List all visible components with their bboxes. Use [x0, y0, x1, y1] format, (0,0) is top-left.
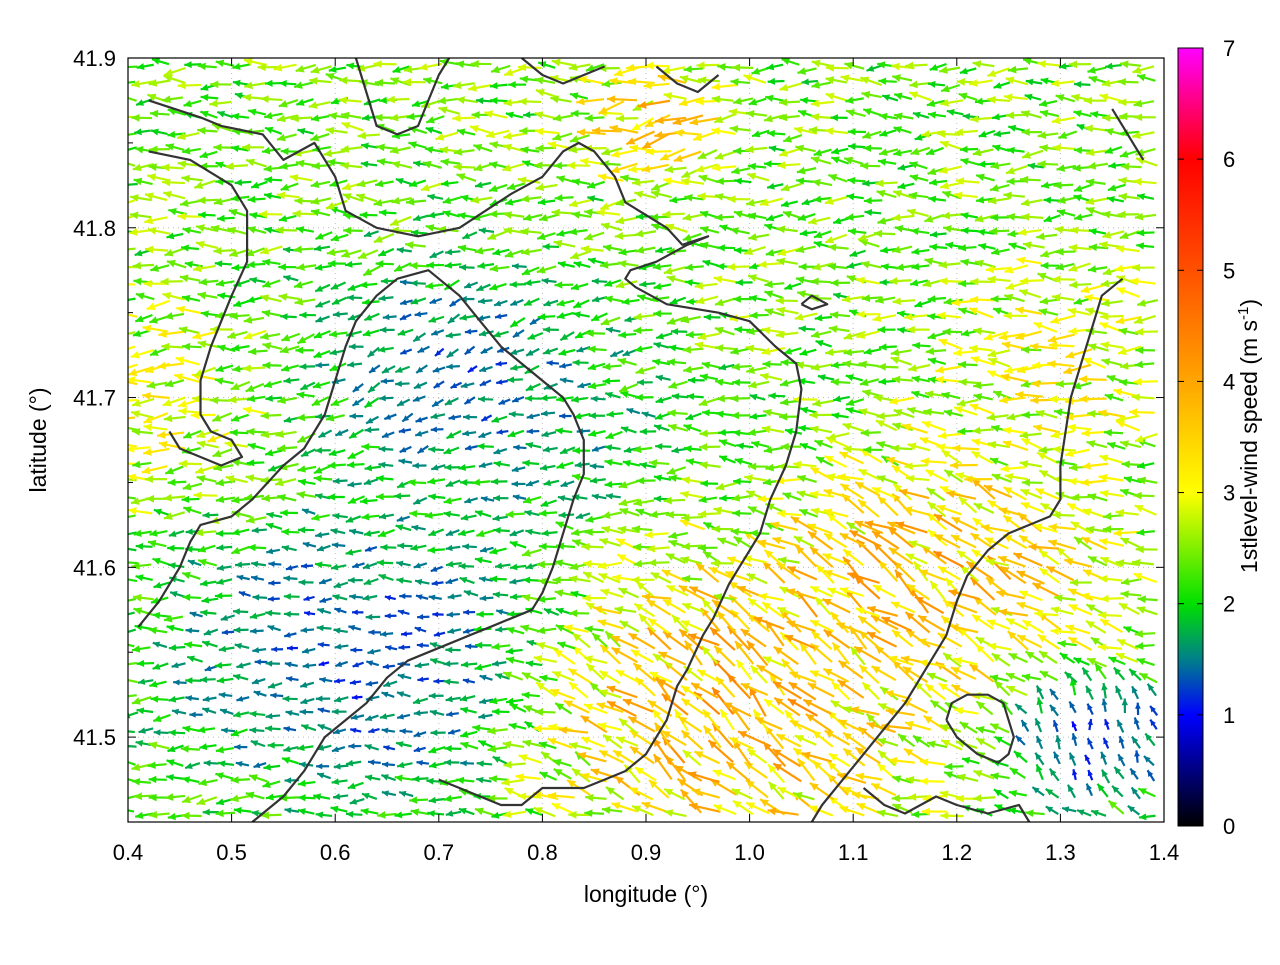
arrow-head	[117, 514, 126, 522]
arrow-head	[110, 459, 118, 467]
arrow-head	[107, 416, 115, 424]
arrow-head	[115, 475, 123, 483]
arrow-head	[117, 661, 126, 669]
arrow-head	[119, 559, 127, 567]
arrow-shaft	[110, 463, 135, 464]
arrow-head	[120, 531, 128, 538]
arrow-head	[118, 676, 127, 684]
arrow-head	[112, 439, 121, 447]
arrow-head	[121, 743, 128, 750]
arrow-head	[116, 640, 124, 647]
arrow-head	[120, 545, 128, 552]
arrow-head	[119, 728, 126, 735]
arrow-head	[117, 598, 126, 605]
arrow-head	[117, 693, 125, 701]
arrow-head	[116, 806, 124, 813]
arrow-head	[119, 795, 128, 802]
arrow-shaft	[113, 400, 138, 401]
arrow-head	[118, 775, 126, 782]
arrow-head	[119, 576, 127, 583]
arrow-head	[119, 611, 127, 618]
arrow-shaft	[121, 746, 137, 747]
arrow-head	[116, 493, 124, 501]
arrow-head	[120, 629, 128, 636]
arrow-head	[118, 758, 126, 765]
arrow-head	[117, 424, 126, 432]
